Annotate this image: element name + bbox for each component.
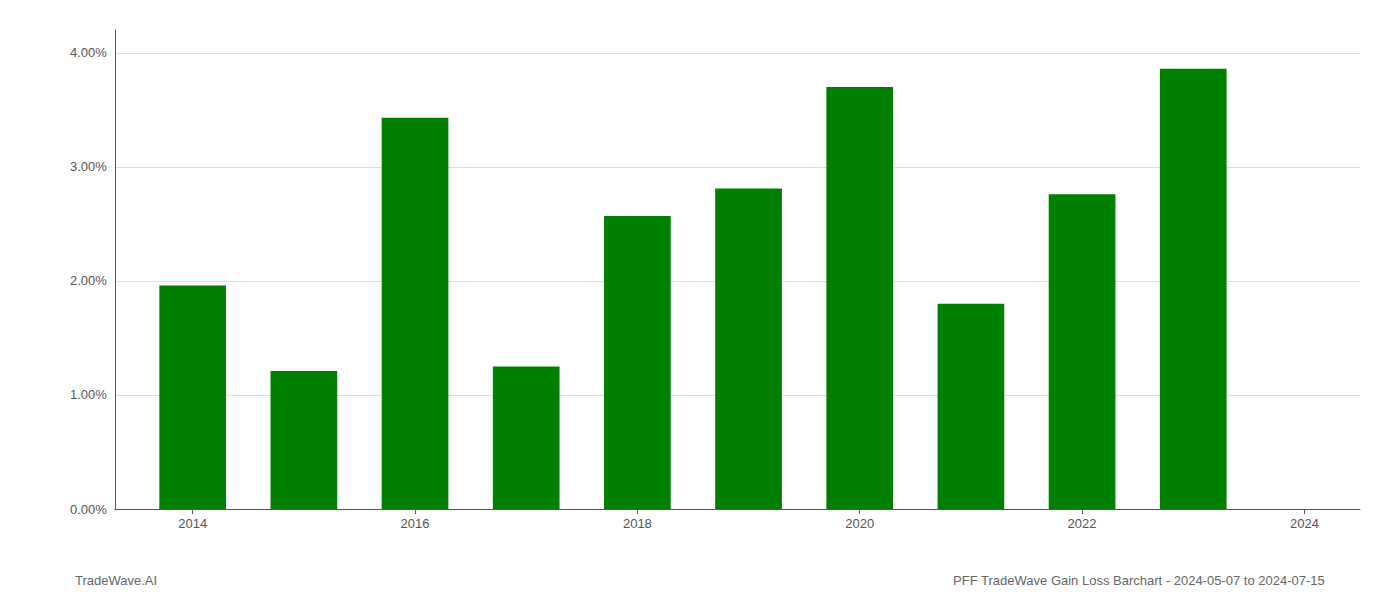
svg-text:0.00%: 0.00% xyxy=(70,502,107,517)
svg-text:2018: 2018 xyxy=(623,516,652,531)
svg-text:2022: 2022 xyxy=(1068,516,1097,531)
svg-text:PFF TradeWave Gain Loss Barcha: PFF TradeWave Gain Loss Barchart - 2024-… xyxy=(953,573,1325,588)
svg-text:TradeWave.AI: TradeWave.AI xyxy=(75,573,157,588)
svg-text:4.00%: 4.00% xyxy=(70,45,107,60)
svg-text:2.00%: 2.00% xyxy=(70,273,107,288)
svg-text:1.00%: 1.00% xyxy=(70,387,107,402)
svg-text:2016: 2016 xyxy=(401,516,430,531)
svg-text:2014: 2014 xyxy=(178,516,207,531)
svg-text:2024: 2024 xyxy=(1290,516,1319,531)
svg-text:3.00%: 3.00% xyxy=(70,159,107,174)
svg-text:2020: 2020 xyxy=(845,516,874,531)
